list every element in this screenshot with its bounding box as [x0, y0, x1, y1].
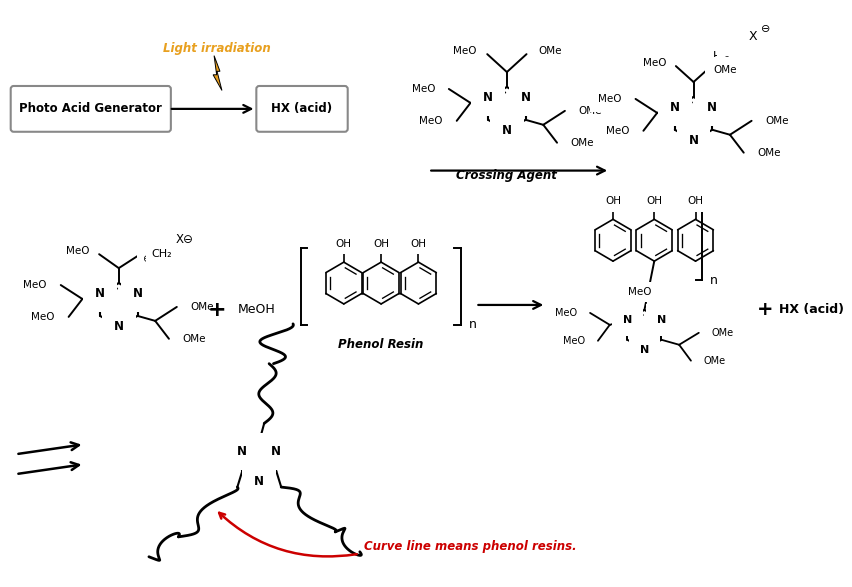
Text: Photo Acid Generator: Photo Acid Generator [20, 102, 162, 116]
Text: Phenol Resin: Phenol Resin [338, 338, 423, 351]
Text: N: N [521, 92, 531, 104]
Text: OMe: OMe [765, 116, 789, 126]
FancyBboxPatch shape [11, 86, 171, 131]
Text: N: N [133, 288, 142, 301]
Text: Crossing Agent: Crossing Agent [457, 169, 557, 182]
Text: MeO: MeO [419, 116, 443, 126]
Text: OMe: OMe [704, 356, 726, 366]
Text: OH: OH [336, 239, 352, 249]
Text: N: N [502, 124, 512, 137]
Text: OMe: OMe [713, 65, 737, 75]
Text: HX (acid): HX (acid) [779, 303, 844, 316]
Text: OMe: OMe [182, 334, 206, 344]
Text: ⊕: ⊕ [722, 55, 730, 65]
Text: N: N [657, 315, 666, 325]
Text: OH: OH [411, 239, 427, 249]
Text: HX (acid): HX (acid) [272, 102, 332, 116]
Text: OMe: OMe [757, 148, 781, 158]
Text: MeO: MeO [642, 58, 666, 68]
Text: ⊖: ⊖ [761, 24, 770, 34]
Text: OH: OH [688, 197, 704, 207]
Text: N: N [483, 92, 493, 104]
Text: MeO: MeO [412, 84, 435, 94]
Text: MeO: MeO [556, 308, 578, 318]
Text: MeO: MeO [32, 312, 55, 322]
Text: N: N [623, 315, 632, 325]
Text: N: N [640, 345, 649, 355]
Text: N: N [95, 288, 105, 301]
Text: MeO: MeO [598, 94, 622, 104]
Text: MeO: MeO [24, 280, 47, 290]
Text: MeO: MeO [628, 287, 651, 297]
Text: OMe: OMe [191, 302, 214, 312]
Text: MeO: MeO [453, 46, 476, 56]
Text: N: N [271, 445, 281, 458]
FancyBboxPatch shape [256, 86, 348, 131]
Text: N: N [670, 102, 680, 114]
Text: MeO: MeO [563, 336, 585, 346]
Text: H: H [713, 50, 722, 63]
Text: X⊖: X⊖ [176, 233, 193, 246]
Text: n: n [711, 274, 718, 286]
Text: OH: OH [605, 197, 621, 207]
Text: X: X [748, 30, 757, 43]
Text: N: N [707, 102, 717, 114]
Polygon shape [213, 56, 222, 90]
Text: N: N [237, 445, 247, 458]
Text: OMe: OMe [538, 46, 561, 56]
Text: MeO: MeO [606, 126, 630, 136]
Text: OH: OH [373, 239, 389, 249]
Text: Light irradiation: Light irradiation [164, 42, 271, 55]
Text: Curve line means phenol resins.: Curve line means phenol resins. [365, 540, 577, 554]
Text: +: + [208, 300, 227, 320]
Text: MeOH: MeOH [238, 303, 275, 316]
Text: +: + [757, 301, 774, 319]
Text: OMe: OMe [579, 106, 602, 116]
Text: OH: OH [647, 197, 662, 207]
Text: MeO: MeO [66, 246, 89, 256]
Text: n: n [469, 318, 476, 331]
Text: CH₂: CH₂ [151, 249, 172, 259]
Text: N: N [114, 321, 124, 333]
Text: N: N [688, 134, 699, 147]
Text: N: N [254, 475, 264, 488]
Text: ⊕: ⊕ [142, 254, 151, 264]
Text: OMe: OMe [711, 328, 734, 338]
Text: OMe: OMe [571, 138, 595, 148]
